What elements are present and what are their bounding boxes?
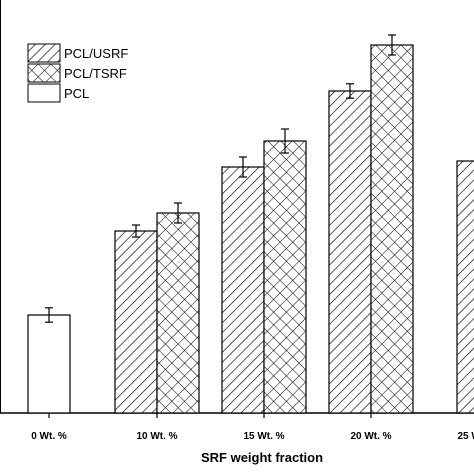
- legend: PCL/USRF PCL/TSRF PCL: [27, 43, 128, 103]
- error-bars-group: [45, 34, 396, 323]
- error-bar-pcl-usrf-10-wt: [132, 224, 140, 238]
- bar-pcl-usrf-20-wt: [328, 90, 372, 414]
- x-tick-label-20-wt: 20 Wt. %: [350, 431, 391, 442]
- plot-area: 0 Wt. % 10 Wt. % 15 Wt. % 20 Wt. % 25 Wt. %: [0, 0, 474, 442]
- bar-pcl-usrf-10-wt: [114, 230, 158, 414]
- legend-swatch-pcl: [27, 83, 61, 103]
- bar-pcl-tsrf-20-wt: [370, 44, 414, 414]
- x-tick-label-25-wt: 25 Wt. %: [457, 431, 474, 442]
- error-bar-pcl-tsrf-10-wt: [174, 202, 182, 224]
- legend-label-pcl-usrf: PCL/USRF: [64, 46, 128, 61]
- error-bar-pcl-0-wt: [45, 307, 53, 323]
- legend-swatch-pcl-tsrf: [27, 63, 61, 83]
- legend-label-pcl-tsrf: PCL/TSRF: [64, 66, 127, 81]
- error-bar-pcl-usrf-15-wt: [239, 156, 247, 178]
- x-axis-label: SRF weight fraction: [201, 450, 323, 465]
- x-ticks-group: 0 Wt. % 10 Wt. % 15 Wt. % 20 Wt. % 25 Wt. %: [31, 413, 474, 442]
- bars-group: [27, 44, 474, 414]
- x-tick-label-15-wt: 15 Wt. %: [243, 431, 284, 442]
- error-bar-pcl-tsrf-20-wt: [388, 34, 396, 56]
- bar-pcl-usrf-25-wt: [456, 160, 474, 414]
- bar-pcl-0-wt: [27, 314, 71, 414]
- legend-label-pcl: PCL: [64, 86, 89, 101]
- bar-pcl-usrf-15-wt: [221, 166, 265, 414]
- bar-pcl-tsrf-15-wt: [263, 140, 307, 414]
- x-tick-label-10-wt: 10 Wt. %: [136, 431, 177, 442]
- legend-swatch-pcl-usrf: [27, 43, 61, 63]
- x-tick-label-0-wt: 0 Wt. %: [31, 431, 67, 442]
- error-bar-pcl-usrf-20-wt: [346, 83, 354, 99]
- bar-pcl-tsrf-10-wt: [156, 212, 200, 414]
- error-bar-pcl-tsrf-15-wt: [281, 128, 289, 154]
